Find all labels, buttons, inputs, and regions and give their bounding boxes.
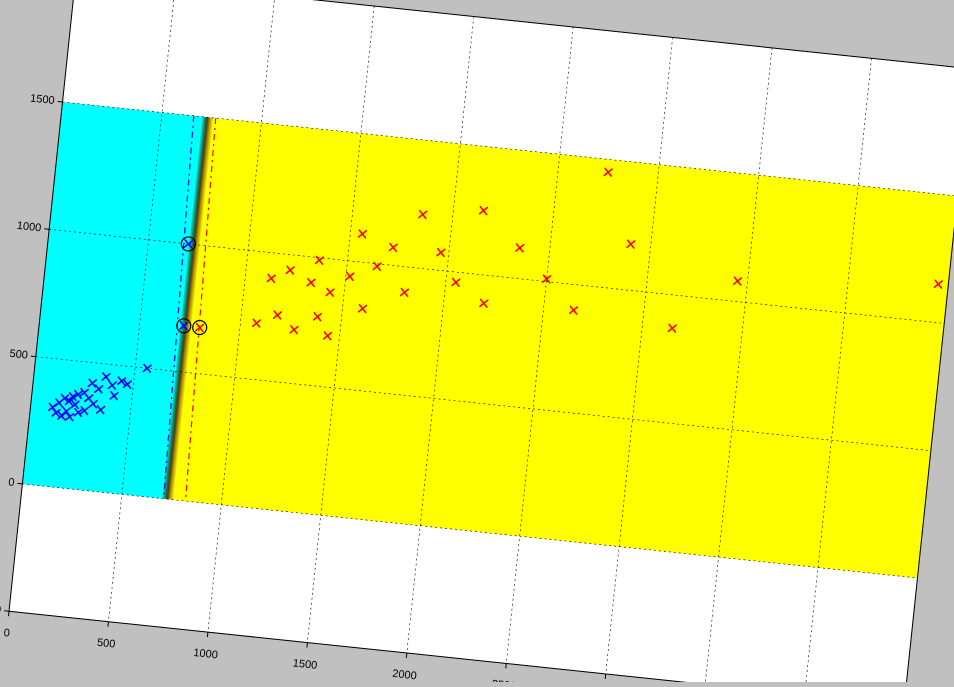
region-yellow: [174, 118, 954, 578]
xtick-label: 1000: [193, 647, 219, 661]
ytick-label: 1500: [30, 93, 56, 107]
xtick-label: 0: [3, 627, 10, 640]
ytick: [17, 483, 22, 484]
xtick-label: 1500: [292, 657, 318, 671]
xtick: [8, 611, 9, 616]
xtick: [207, 632, 208, 637]
ytick: [4, 611, 9, 612]
ytick-label: 0: [8, 476, 15, 489]
chart-svg: 050010001500200025003000350040004500-500…: [0, 0, 954, 682]
ytick-label: 1000: [16, 220, 42, 234]
xtick: [307, 643, 308, 648]
xtick: [605, 674, 606, 679]
xtick: [108, 622, 109, 627]
xtick-label: 2000: [392, 668, 418, 682]
ytick: [31, 356, 36, 357]
xtick: [406, 653, 407, 658]
ytick: [44, 229, 49, 230]
xtick: [506, 663, 507, 668]
ytick: [58, 101, 63, 102]
plot-area: 050010001500200025003000350040004500-500…: [0, 0, 954, 682]
ytick-label: 500: [9, 348, 29, 362]
chart-container: 050010001500200025003000350040004500-500…: [0, 0, 954, 682]
xtick-label: 500: [96, 637, 116, 651]
